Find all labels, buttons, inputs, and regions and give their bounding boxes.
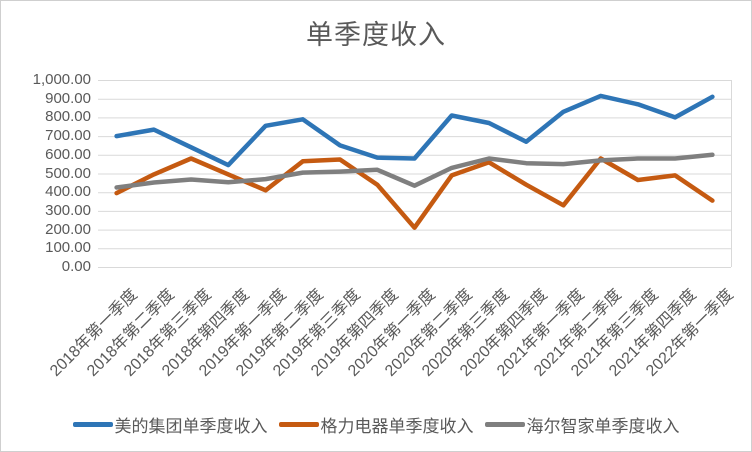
y-axis-label: 700.00: [45, 127, 91, 145]
legend-item-label: 美的集团单季度收入: [114, 416, 268, 436]
series-line-midea: [114, 93, 715, 168]
legend-line-marker-icon: [278, 421, 319, 427]
y-axis-label: 1,000.00: [32, 71, 91, 88]
chart-title: 单季度收入: [306, 20, 446, 51]
legend-line-marker-icon: [72, 421, 113, 427]
y-axis-label: 0.00: [61, 258, 91, 275]
y-axis-label: 200.00: [45, 220, 91, 238]
legend-item-haier: 海尔智家单季度收入: [484, 412, 680, 437]
y-axis-label: 300.00: [45, 201, 91, 219]
legend-line-marker-icon: [484, 421, 525, 427]
y-axis-label: 100.00: [45, 239, 91, 257]
y-axis-label: 600.00: [45, 145, 91, 163]
y-axis-label: 800.00: [45, 108, 91, 126]
series-line-haier: [114, 152, 715, 190]
y-axis-label: 500.00: [45, 164, 91, 182]
y-axis-label: 400.00: [45, 183, 91, 201]
legend-item-label: 海尔智家单季度收入: [526, 416, 680, 436]
legend-item-label: 格力电器单季度收入: [320, 416, 474, 436]
legend: 美的集团单季度收入 格力电器单季度收入 海尔智家单季度收入: [1, 409, 751, 439]
legend-item-gree: 格力电器单季度收入: [278, 412, 474, 437]
y-axis-label: 900.00: [45, 89, 91, 107]
series-line-gree: [114, 156, 715, 230]
legend-item-midea: 美的集团单季度收入: [72, 412, 268, 437]
